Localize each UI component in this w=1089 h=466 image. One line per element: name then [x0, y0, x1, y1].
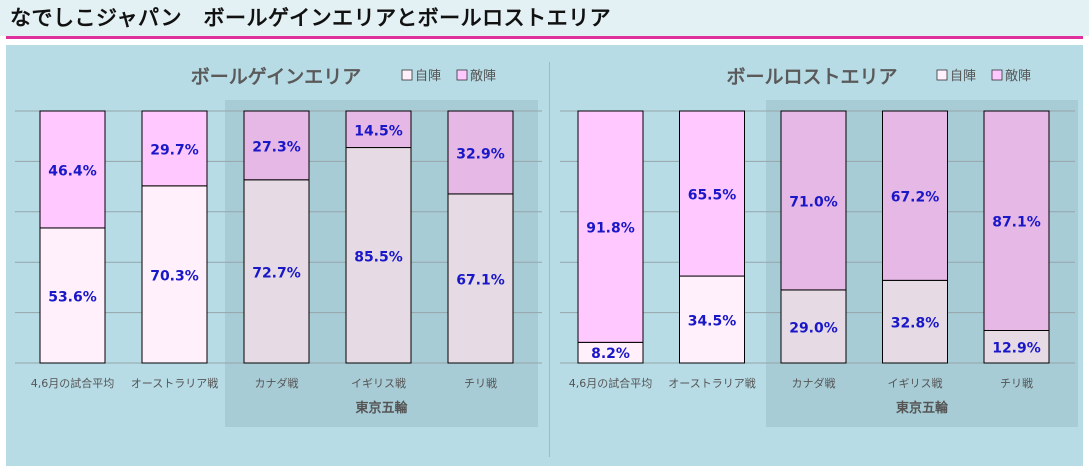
- data-label: 87.1%: [992, 215, 1041, 231]
- data-label: 32.9%: [456, 146, 505, 162]
- x-tick-label: オーストラリア戦: [131, 377, 218, 390]
- data-label: 91.8%: [586, 221, 635, 237]
- bar-segment-opponent-half: [679, 110, 745, 277]
- bar-segment-own-half: [345, 147, 412, 364]
- data-label: 72.7%: [252, 265, 301, 281]
- chart-title: ボールゲインエリア: [191, 66, 362, 88]
- bar-segment-own-half: [983, 329, 1050, 364]
- data-label: 53.6%: [48, 289, 97, 305]
- bar-segment-opponent-half: [243, 110, 310, 181]
- page-title: なでしこジャパン ボールゲインエリアとボールロストエリア: [10, 6, 612, 30]
- bar-segment-own-half: [243, 179, 310, 364]
- data-label: 46.4%: [48, 163, 97, 179]
- bar-segment-opponent-half: [780, 110, 847, 291]
- bar-segment-opponent-half: [39, 110, 106, 229]
- data-label: 34.5%: [688, 314, 737, 330]
- bar-segment-opponent-half: [882, 110, 948, 281]
- panel-divider: [549, 62, 550, 457]
- legend-label: 敵陣: [1005, 68, 1031, 84]
- data-label: 14.5%: [354, 123, 403, 139]
- bar-segment-opponent-half: [141, 110, 208, 187]
- data-label: 27.3%: [252, 139, 301, 155]
- data-label: 29.0%: [789, 320, 838, 336]
- data-label: 85.5%: [354, 249, 403, 265]
- x-tick-label: 4,6月の試合平均: [31, 376, 115, 390]
- bar-segment-opponent-half: [577, 110, 644, 343]
- x-tick-label: チリ戦: [464, 377, 497, 390]
- legend-label: 自陣: [415, 69, 441, 84]
- bar-segment-opponent-half: [345, 110, 412, 149]
- group-label: 東京五輪: [896, 400, 949, 416]
- data-label: 8.2%: [591, 346, 630, 362]
- bar-segment-own-half: [780, 289, 847, 364]
- data-label: 67.2%: [891, 190, 940, 206]
- data-label: 12.9%: [992, 341, 1041, 357]
- bar-segment-own-half: [679, 275, 745, 364]
- legend-swatch-own-half: [936, 69, 948, 81]
- x-tick-label: チリ戦: [1000, 377, 1033, 390]
- x-tick-label: 4,6月の試合平均: [569, 376, 653, 390]
- data-label: 65.5%: [688, 188, 737, 204]
- x-tick-label: イギリス戦: [888, 377, 943, 390]
- bar-segment-own-half: [141, 185, 208, 364]
- legend-label: 敵陣: [470, 68, 496, 84]
- page-header: なでしこジャパン ボールゲインエリアとボールロストエリア: [0, 0, 1089, 36]
- x-tick-label: カナダ戦: [255, 376, 299, 390]
- data-label: 67.1%: [456, 272, 505, 288]
- legend-swatch-opponent-half: [456, 69, 468, 81]
- x-tick-label: オーストラリア戦: [668, 377, 755, 390]
- bar-segment-own-half: [882, 279, 948, 364]
- chart-title: ボールロストエリア: [726, 66, 897, 88]
- legend-swatch-own-half: [401, 69, 413, 81]
- x-tick-label: イギリス戦: [351, 377, 406, 390]
- legend-label: 自陣: [950, 69, 976, 84]
- data-label: 29.7%: [150, 142, 199, 158]
- data-label: 70.3%: [150, 268, 199, 284]
- bar-segment-own-half: [447, 193, 514, 364]
- bar-segment-opponent-half: [447, 110, 514, 195]
- group-label: 東京五輪: [355, 400, 408, 416]
- bar-segment-opponent-half: [983, 110, 1050, 331]
- x-tick-label: カナダ戦: [792, 376, 836, 390]
- legend-swatch-opponent-half: [991, 69, 1003, 81]
- data-label: 71.0%: [789, 194, 838, 210]
- data-label: 32.8%: [891, 316, 940, 332]
- bar-segment-own-half: [39, 227, 106, 364]
- title-rule: [6, 36, 1083, 39]
